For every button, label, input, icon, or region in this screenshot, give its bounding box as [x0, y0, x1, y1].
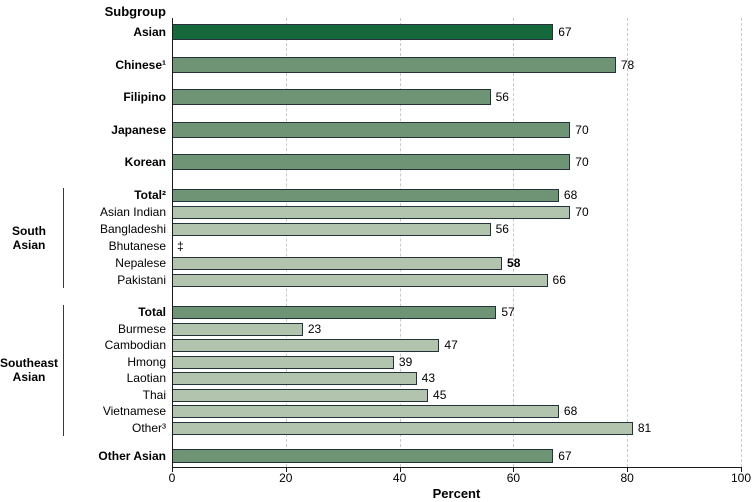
bar — [172, 89, 491, 105]
bar-label: Thai — [142, 387, 166, 402]
bar — [172, 121, 571, 138]
grid-line — [513, 18, 515, 467]
bar-label: Laotian — [126, 371, 166, 385]
bar-label: Bangladeshi — [99, 222, 166, 236]
bar-value: 66 — [552, 273, 566, 287]
bar-label: Total² — [134, 188, 166, 202]
bar-label: Vietnamese — [102, 404, 166, 418]
bar-value: 81 — [637, 420, 652, 435]
tick-label: 40 — [392, 471, 407, 485]
bar — [172, 421, 633, 435]
suppressed-value-marker: ‡ — [177, 239, 184, 253]
bar-value: 58 — [507, 256, 521, 270]
bar-label: Pakistani — [117, 273, 166, 287]
bar-label: Total — [138, 305, 166, 319]
bar-label: Nepalese — [115, 256, 166, 270]
y-axis-line — [172, 18, 173, 467]
bar — [172, 388, 429, 402]
bar-value: 67 — [558, 449, 572, 463]
x-axis-line — [172, 467, 742, 468]
bar-label: Korean — [124, 155, 166, 169]
bar-label: Hmong — [127, 354, 166, 369]
bar-value: 70 — [575, 205, 589, 219]
grid-line — [627, 18, 629, 467]
bar — [172, 56, 616, 73]
bar-label: Japanese — [111, 122, 166, 137]
grid-line — [399, 18, 401, 467]
tick-mark — [172, 468, 173, 472]
tick-label: 20 — [279, 471, 293, 485]
bar-label: Asian Indian — [99, 205, 166, 219]
bar-value: 68 — [563, 188, 578, 202]
tick-mark — [741, 468, 742, 472]
bar — [172, 372, 417, 385]
group-bracket — [63, 305, 64, 436]
group-bracket — [63, 188, 64, 288]
bar-value: 56 — [495, 222, 509, 236]
tick-mark — [399, 468, 401, 472]
bar-value: 57 — [501, 305, 515, 319]
bar-label: Cambodian — [104, 338, 166, 352]
bar — [172, 355, 394, 369]
bar-label: Other³ — [131, 420, 166, 435]
bar-value: 47 — [444, 338, 458, 352]
bar — [172, 223, 491, 236]
bar — [172, 154, 571, 170]
bar — [172, 322, 303, 336]
grid-line — [285, 18, 287, 467]
bar — [172, 339, 440, 352]
group-label: South Asian — [12, 224, 46, 252]
bar — [172, 274, 548, 287]
bar-label: Chinese¹ — [115, 57, 166, 72]
bar — [172, 257, 503, 270]
bar-value: 68 — [563, 404, 578, 418]
bar-value: 70 — [575, 122, 589, 137]
tick-label: 0 — [168, 471, 176, 485]
grid-line — [741, 18, 742, 467]
bar — [172, 449, 554, 463]
bar-value: 56 — [495, 90, 509, 104]
x-axis-label: Percent — [432, 486, 481, 501]
tick-mark — [285, 468, 287, 472]
bar-label: Filipino — [123, 90, 166, 104]
bar-label: Other Asian — [98, 449, 166, 463]
bar-label: Asian — [133, 25, 166, 39]
tick-label: 80 — [620, 471, 634, 485]
bar — [172, 24, 554, 40]
bar-value: 43 — [421, 371, 436, 385]
bar — [172, 405, 559, 418]
bar-value: 45 — [433, 387, 447, 402]
bar-value: 78 — [620, 57, 635, 72]
group-label: Southeast Asian — [0, 356, 59, 385]
bar-label: Bhutanese — [108, 239, 166, 253]
tick-mark — [513, 468, 515, 472]
bar-value: 67 — [558, 25, 572, 39]
bar-label: Burmese — [117, 321, 166, 336]
tick-label: 60 — [506, 471, 521, 485]
bar-value: 70 — [575, 155, 589, 169]
bar — [172, 306, 497, 319]
tick-mark — [627, 468, 629, 472]
bar — [172, 189, 559, 202]
tick-label: 100 — [730, 471, 752, 485]
column-header-subgroup: Subgroup — [104, 4, 166, 19]
bar-value: 39 — [398, 354, 413, 369]
bar-value: 23 — [307, 321, 322, 336]
bar — [172, 206, 571, 219]
